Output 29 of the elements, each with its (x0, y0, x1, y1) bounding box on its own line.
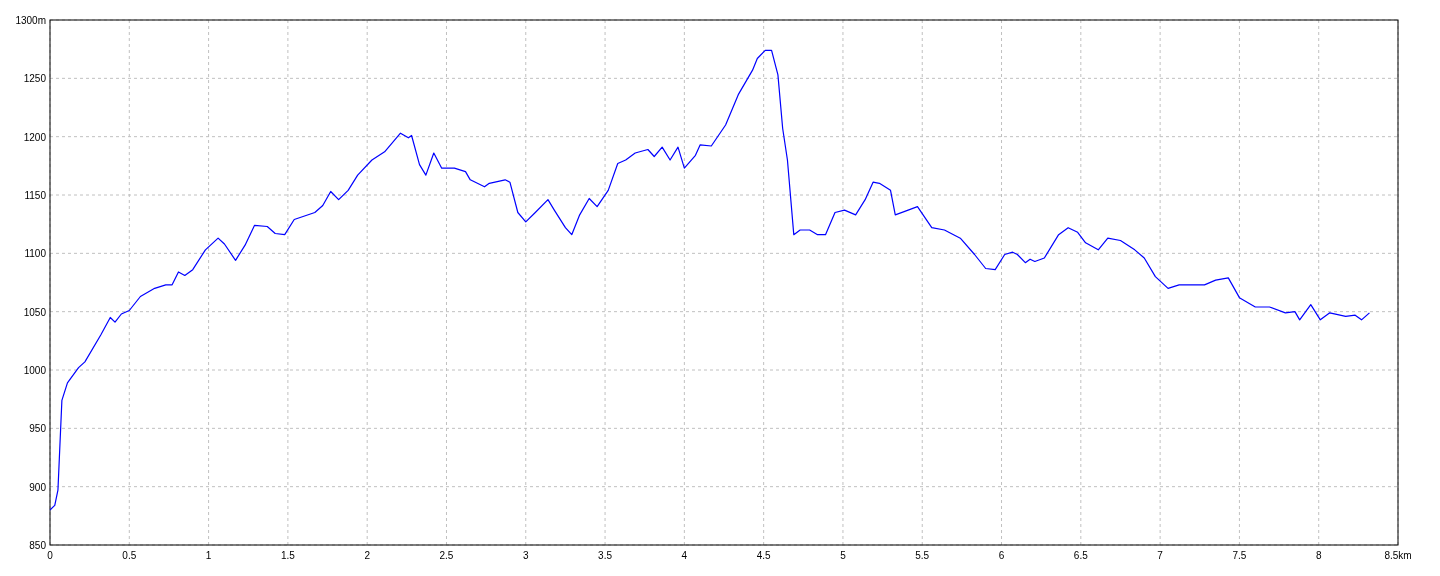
y-tick-label: 1300m (15, 15, 46, 26)
x-tick-label: 1 (205, 550, 212, 561)
x-tick-label: 5.5 (915, 550, 930, 561)
y-tick-label: 1200 (23, 131, 47, 143)
x-tick-label: 0 (47, 550, 54, 561)
y-tick-label: 850 (29, 540, 47, 551)
x-tick-label: 8.5km (1384, 550, 1412, 561)
x-tick-label: 4.5 (756, 550, 772, 561)
y-tick-label: 1250 (23, 73, 47, 85)
x-tick-label: 3.5 (598, 550, 613, 561)
y-tick-label: 1100 (24, 248, 47, 260)
line-series (49, 49, 1371, 511)
y-tick-label: 950 (29, 423, 47, 435)
x-tick-label: 0.5 (122, 550, 137, 561)
x-tick-label: 6 (998, 550, 1005, 561)
x-tick-label: 7 (1157, 550, 1164, 561)
y-tick-label: 1000 (23, 365, 47, 376)
x-tick-label: 6.5 (1073, 550, 1089, 561)
x-tick-label: 2 (364, 550, 371, 561)
y-tick-label: 900 (29, 481, 47, 493)
x-tick-label: 7.5 (1232, 550, 1247, 561)
y-tick-label: 1150 (24, 190, 47, 201)
y-tick-label: 1050 (23, 306, 47, 318)
x-tick-label: 8 (1315, 550, 1322, 561)
x-tick-label: 3 (522, 550, 529, 561)
x-tick-label: 2.5 (439, 550, 454, 561)
x-tick-label: 5 (840, 550, 847, 561)
x-tick-label: 1.5 (280, 550, 296, 561)
x-tick-label: 4 (681, 550, 688, 561)
